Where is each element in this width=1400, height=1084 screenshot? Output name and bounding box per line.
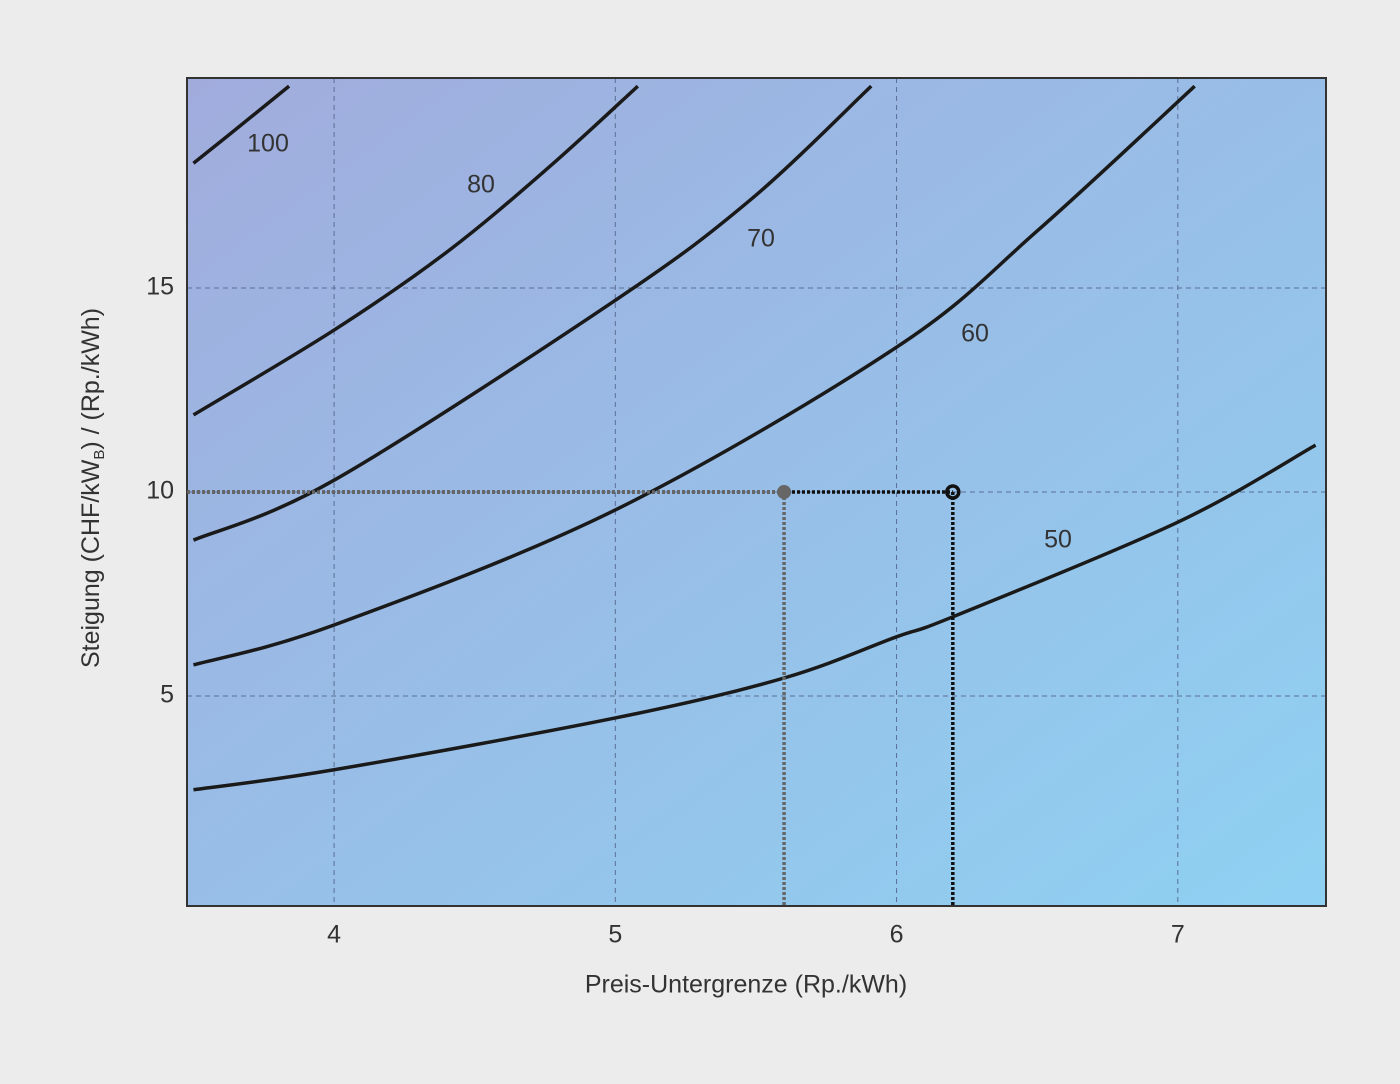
curve [192,84,873,542]
x-axis-label: Preis-Untergrenze (Rp./kWh) [585,971,907,999]
curve-label: 60 [961,320,989,348]
curve [192,84,291,165]
y-axis-label: Steigung (CHF/kWB) / (Rp./kWh) [77,308,108,668]
marker [945,484,961,500]
curve-label: 70 [747,225,775,253]
y-axis-label-suffix: ) / (Rp./kWh) [77,308,105,450]
curve [193,443,1317,792]
curve-label: 50 [1044,526,1072,554]
curve-label: 80 [467,171,495,199]
y-tick-label: 5 [160,681,174,709]
curve-label: 100 [247,130,289,158]
x-tick-label: 4 [327,921,341,949]
y-tick-label: 15 [146,273,174,301]
x-tick-label: 7 [1171,921,1185,949]
y-tick-label: 10 [146,477,174,505]
x-tick-label: 6 [890,921,904,949]
x-tick-label: 5 [608,921,622,949]
y-axis-label-text: Steigung (CHF/kW [77,459,105,668]
curve [192,84,639,417]
marker [777,485,792,499]
y-axis-label-subscript: B [91,450,108,460]
curve [192,84,1196,667]
